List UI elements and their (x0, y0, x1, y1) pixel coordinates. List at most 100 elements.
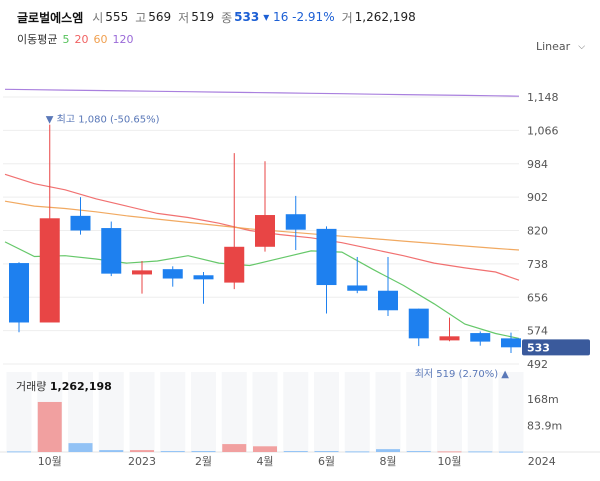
volume-column-bg (98, 372, 124, 452)
y-tick-label: 1,066 (527, 124, 559, 137)
x-tick-label: 2023 (128, 455, 156, 468)
scale-dropdown[interactable]: Linear ⌵ (536, 40, 585, 53)
x-tick-label: 2월 (195, 455, 212, 468)
candle-body (70, 215, 91, 231)
ma-20-label: 20 (74, 32, 89, 46)
volume-column-bg (406, 372, 432, 452)
candle-body (101, 228, 122, 274)
y-tick-label: 984 (527, 158, 548, 171)
volume-bar (499, 451, 523, 453)
volume-value: 1,262,198 (354, 10, 416, 24)
candle-body (255, 215, 275, 247)
candle-body (162, 269, 183, 279)
candle-body (439, 336, 460, 341)
candle-body (347, 285, 368, 291)
volume-column-bg (283, 372, 309, 452)
volume-bar (99, 450, 124, 452)
ma-legend: 이동평균 5 20 60 120 (17, 30, 138, 48)
volume-column-bg (437, 372, 462, 452)
volume-bar (130, 450, 154, 452)
volume-column-bg (252, 372, 278, 452)
volume-bar (314, 451, 339, 453)
volume-bar (283, 451, 308, 453)
candle-body (316, 228, 337, 286)
ma-120-label: 120 (112, 32, 134, 46)
volume-column-bg (498, 372, 524, 452)
high-annotation: ▼ 최고 1,080 (-50.65%) (46, 114, 160, 126)
x-tick-label: 6월 (318, 455, 335, 468)
y-tick-label: 1,148 (527, 91, 559, 104)
ma-5-label: 5 (62, 32, 70, 46)
volume-title: 거래량 1,262,198 (16, 378, 112, 394)
low-value: 519 (191, 10, 215, 24)
volume-column-bg (129, 372, 155, 452)
volume-bar (345, 451, 370, 453)
stock-name: 글로벌에스엠 (17, 10, 84, 25)
ma-line-120 (4, 88, 520, 97)
volume-column-bg (68, 372, 93, 452)
y-tick-label: 574 (527, 325, 548, 338)
low-annotation: 최저 519 (2.70%) ▲ (415, 368, 510, 380)
volume-bar (376, 449, 400, 452)
candle-body (224, 246, 245, 283)
volume-bar (468, 451, 493, 453)
candle-body (408, 308, 429, 339)
x-tick-label: 8월 (379, 455, 396, 468)
volume-column-bg (6, 372, 32, 452)
y-tick-label: 820 (527, 225, 548, 238)
volume-label: 거 (341, 10, 353, 25)
current-price-label: 533 (527, 341, 550, 354)
close-value: 533 (234, 10, 260, 24)
price-header: 글로벌에스엠 시 555 고 569 저 519 종 533 ▾ 16 -2.9… (17, 6, 423, 28)
open-value: 555 (105, 10, 129, 24)
volume-bar (191, 451, 216, 453)
volume-column-bg (314, 372, 339, 452)
candle-body (193, 275, 214, 280)
volume-bar (253, 446, 277, 452)
y-tick-label: 492 (527, 358, 548, 371)
volume-column-bg (344, 372, 370, 452)
y-tick-label: 902 (527, 191, 548, 204)
current-price-badge (522, 339, 590, 356)
change-value: ▾ 16 -2.91% (263, 10, 335, 24)
y-tick-label: 738 (527, 258, 548, 271)
volume-bar (437, 451, 462, 453)
ma-legend-title: 이동평균 (17, 33, 58, 46)
y-tick-label: 656 (527, 291, 548, 304)
open-label: 시 (92, 10, 104, 25)
volume-bar (7, 451, 31, 453)
candle-body (132, 270, 152, 275)
volume-tick-label: 83.9m (527, 419, 562, 432)
x-tick-label: 10월 (38, 455, 62, 468)
volume-bar (68, 443, 93, 452)
volume-bar (160, 451, 185, 453)
candle-body (501, 338, 521, 348)
volume-tick-label: 168m (527, 393, 559, 406)
volume-title-value: 1,262,198 (49, 380, 112, 393)
volume-column-bg (467, 372, 493, 452)
candle-body (470, 333, 491, 342)
chevron-down-icon: ⌵ (578, 41, 586, 52)
volume-title-label: 거래량 (16, 380, 47, 393)
candle-body (39, 218, 60, 323)
x-tick-label: 2024 (528, 455, 556, 468)
volume-bar (222, 444, 247, 452)
volume-bar (406, 451, 431, 453)
low-label: 저 (178, 10, 190, 25)
volume-column-bg (221, 372, 247, 452)
x-tick-label: 4월 (256, 455, 273, 468)
volume-bar (37, 401, 62, 452)
volume-column-bg (375, 372, 401, 452)
volume-column-bg (160, 372, 186, 452)
candle-body (9, 263, 29, 323)
high-label: 고 (135, 10, 147, 25)
x-tick-label: 10월 (437, 455, 461, 468)
volume-column-bg (191, 372, 216, 452)
ma-60-label: 60 (93, 32, 108, 46)
close-label: 종 (221, 10, 233, 25)
scale-label: Linear (536, 40, 571, 53)
ma-line-5 (4, 241, 520, 339)
candle-body (378, 290, 398, 311)
candle-body (285, 214, 306, 230)
